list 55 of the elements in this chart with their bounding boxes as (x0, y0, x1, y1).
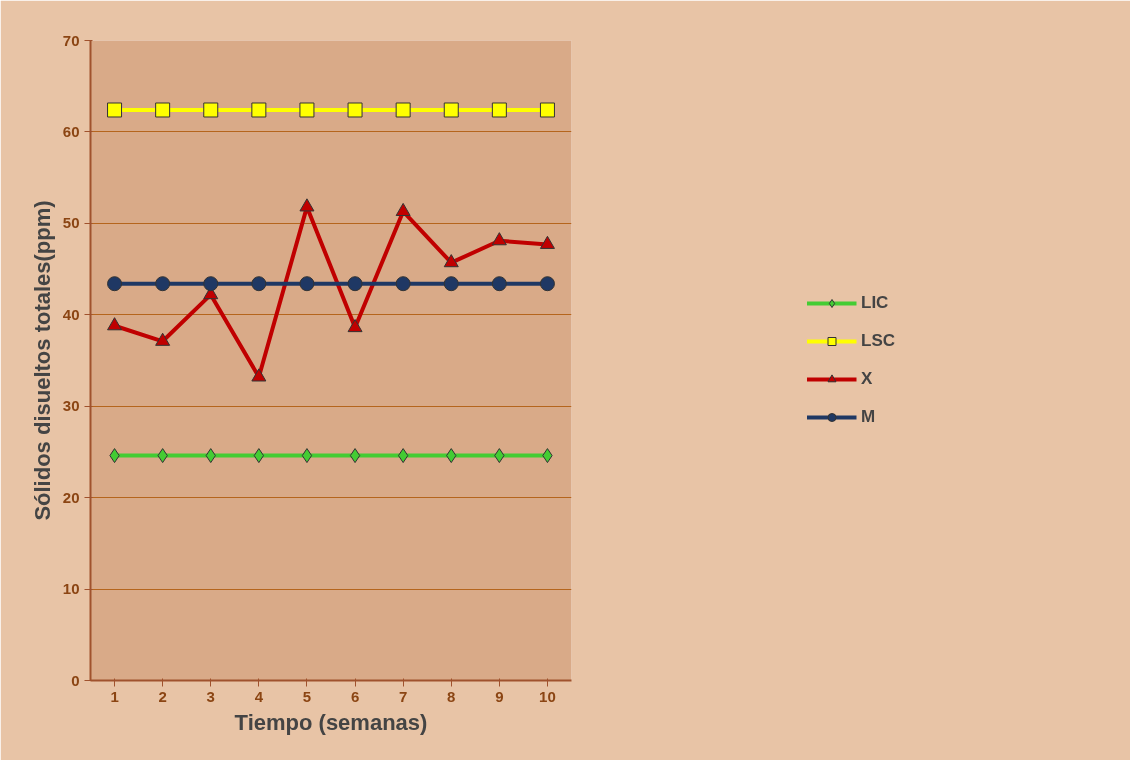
point (349, 448, 361, 464)
x-tick-label: 2 (158, 687, 167, 705)
point (155, 276, 171, 292)
point (347, 276, 363, 292)
point (301, 448, 313, 464)
point (491, 232, 507, 246)
legend-label: LSC (861, 331, 895, 351)
point (299, 276, 315, 292)
point (443, 102, 459, 118)
point (347, 102, 363, 118)
point (443, 254, 459, 268)
x-tick-label: 5 (302, 687, 312, 705)
point (155, 102, 171, 118)
x-axis-title: Tiempo (semanas) (234, 709, 428, 735)
y-tick-label: 0 (71, 671, 80, 689)
y-tick-label: 30 (62, 397, 80, 415)
point (107, 276, 123, 292)
x-tick-label: 1 (110, 687, 119, 705)
point (203, 102, 219, 118)
point (395, 102, 411, 118)
point (299, 198, 315, 212)
x-tick-label: 8 (447, 687, 456, 705)
y-tick-label: 20 (62, 488, 80, 506)
point (539, 276, 555, 292)
y-tick-label: 10 (62, 580, 80, 598)
legend-label: X (861, 369, 874, 389)
point (203, 276, 219, 292)
x-tick-label: 4 (254, 687, 264, 705)
x-tick-label: 6 (350, 687, 360, 705)
point (299, 102, 315, 118)
legend-label: M (861, 407, 877, 427)
point (107, 317, 123, 331)
x-tick-label: 10 (539, 687, 556, 705)
y-tick-label: 60 (62, 122, 80, 140)
point (347, 319, 363, 333)
point (251, 368, 267, 382)
point (539, 102, 555, 118)
y-tick-label: 70 (62, 31, 80, 49)
point (443, 276, 459, 292)
y-tick-label: 50 (62, 214, 80, 232)
x-tick-label: 7 (398, 687, 408, 705)
point (491, 102, 507, 118)
point (491, 276, 507, 292)
point (107, 102, 123, 118)
y-axis-title: Sólidos disueltos totales(ppm) (29, 200, 55, 521)
point (253, 448, 265, 464)
point (395, 276, 411, 292)
point (251, 102, 267, 118)
point (251, 276, 267, 292)
point (395, 202, 411, 217)
x-tick-label: 3 (206, 687, 215, 705)
point (397, 448, 409, 464)
y-tick-label: 40 (62, 305, 80, 323)
legend-label: LIC (861, 293, 889, 313)
x-tick-label: 9 (495, 687, 504, 705)
